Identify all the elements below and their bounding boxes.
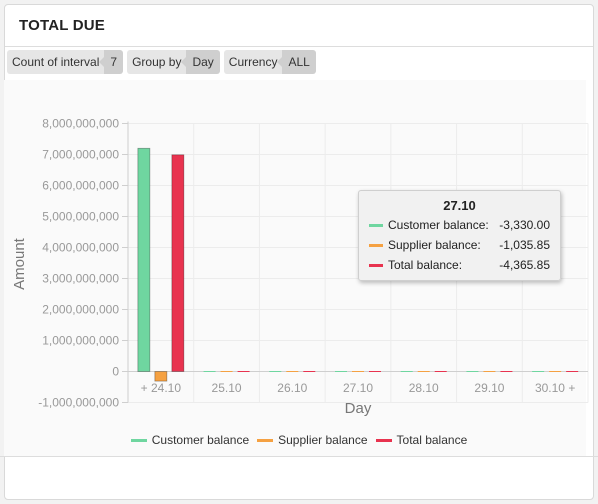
bar-customer-balance — [466, 371, 479, 372]
legend-swatch — [375, 438, 392, 442]
title-divider — [5, 46, 593, 47]
x-axis-title: Day — [345, 400, 372, 417]
y-tick-label: 2,000,000,000 — [42, 303, 119, 317]
legend-label: Customer balance — [151, 433, 250, 447]
chart-legend: Customer balance Supplier balance Total … — [0, 432, 598, 448]
tooltip-row-customer: Customer balance: -3,330.00 — [359, 216, 560, 236]
y-axis-title: Amount — [11, 237, 28, 290]
x-tick-label: 27.10 — [343, 381, 373, 395]
bar-customer-balance — [400, 371, 413, 372]
bar-total-balance — [303, 371, 316, 372]
bar-supplier-balance — [417, 371, 430, 372]
count-of-interval-chip[interactable]: Count of interval 7 — [7, 50, 124, 74]
bar-customer-balance — [137, 147, 151, 372]
x-tick-label: 26.10 — [277, 381, 307, 395]
tooltip-swatch — [369, 224, 383, 227]
x-tick-label: 28.10 — [409, 381, 439, 395]
bar-total-balance — [500, 371, 513, 372]
bar-customer-balance — [335, 371, 347, 372]
x-tick-label: + 24.10 — [141, 381, 182, 395]
chip-value[interactable]: 7 — [99, 50, 124, 74]
bar-total-balance — [434, 371, 447, 372]
chart-toolbar: Count of interval 7 Group by Day Currenc… — [7, 50, 320, 74]
bar-total-balance — [171, 154, 185, 372]
legend-label: Supplier balance — [278, 433, 368, 447]
group-by-chip[interactable]: Group by Day — [127, 50, 220, 74]
y-tick-label: 6,000,000,000 — [42, 179, 119, 193]
tooltip-value: -3,330.00 — [499, 218, 550, 232]
legend-label: Total balance — [396, 433, 468, 447]
bar-supplier-balance — [352, 371, 364, 372]
x-tick-label: 29.10 — [474, 381, 504, 395]
currency-chip[interactable]: Currency ALL — [223, 50, 316, 74]
bottom-divider — [0, 456, 598, 457]
tooltip-value: -4,365.85 — [499, 258, 550, 272]
legend-item-customer[interactable]: Customer balance — [130, 432, 250, 448]
tooltip-swatch — [369, 264, 383, 267]
bar-customer-balance — [532, 371, 545, 372]
y-tick-label: 0 — [112, 365, 119, 379]
y-tick-label: 3,000,000,000 — [42, 272, 119, 286]
chip-label: Currency — [223, 50, 283, 74]
chip-value[interactable]: ALL — [277, 50, 316, 74]
bar-total-balance — [566, 371, 579, 372]
legend-swatch — [130, 438, 147, 442]
bar-supplier-balance — [220, 371, 233, 372]
y-tick-label: 1,000,000,000 — [42, 334, 119, 348]
y-tick-label: 5,000,000,000 — [42, 210, 119, 224]
chip-value[interactable]: Day — [181, 50, 220, 74]
tooltip-title: 27.10 — [443, 198, 476, 213]
legend-item-total[interactable]: Total balance — [375, 432, 468, 448]
bar-supplier-balance — [286, 371, 299, 372]
y-tick-label: 7,000,000,000 — [42, 148, 119, 162]
tooltip-row-supplier: Supplier balance: -1,035.85 — [359, 236, 560, 256]
chip-label: Count of interval — [7, 50, 105, 74]
y-tick-label: 4,000,000,000 — [42, 241, 119, 255]
bar-total-balance — [237, 371, 250, 372]
y-tick-label: 8,000,000,000 — [42, 117, 119, 131]
tooltip-value: -1,035.85 — [499, 238, 550, 252]
x-tick-label: 25.10 — [212, 381, 242, 395]
bar-customer-balance — [203, 371, 216, 372]
bar-supplier-balance — [483, 371, 496, 372]
bar-customer-balance — [269, 371, 282, 372]
tooltip-label: Total balance: — [388, 258, 463, 272]
tooltip-label: Customer balance: — [388, 218, 489, 232]
y-tick-label: -1,000,000,000 — [38, 396, 119, 410]
bar-supplier-balance — [549, 371, 562, 372]
tooltip-label: Supplier balance: — [388, 238, 481, 252]
bar-total-balance — [369, 371, 381, 372]
chart-tooltip: 27.10 Customer balance: -3,330.00 Suppli… — [358, 190, 561, 281]
tooltip-row-total: Total balance: -4,365.85 — [359, 256, 560, 276]
panel-title: TOTAL DUE — [19, 17, 105, 34]
tooltip-swatch — [369, 244, 383, 247]
chip-label: Group by — [127, 50, 187, 74]
legend-swatch — [257, 438, 274, 442]
bar-supplier-balance — [154, 371, 168, 382]
legend-item-supplier[interactable]: Supplier balance — [257, 432, 368, 448]
x-tick-label: 30.10 + — [535, 381, 575, 395]
